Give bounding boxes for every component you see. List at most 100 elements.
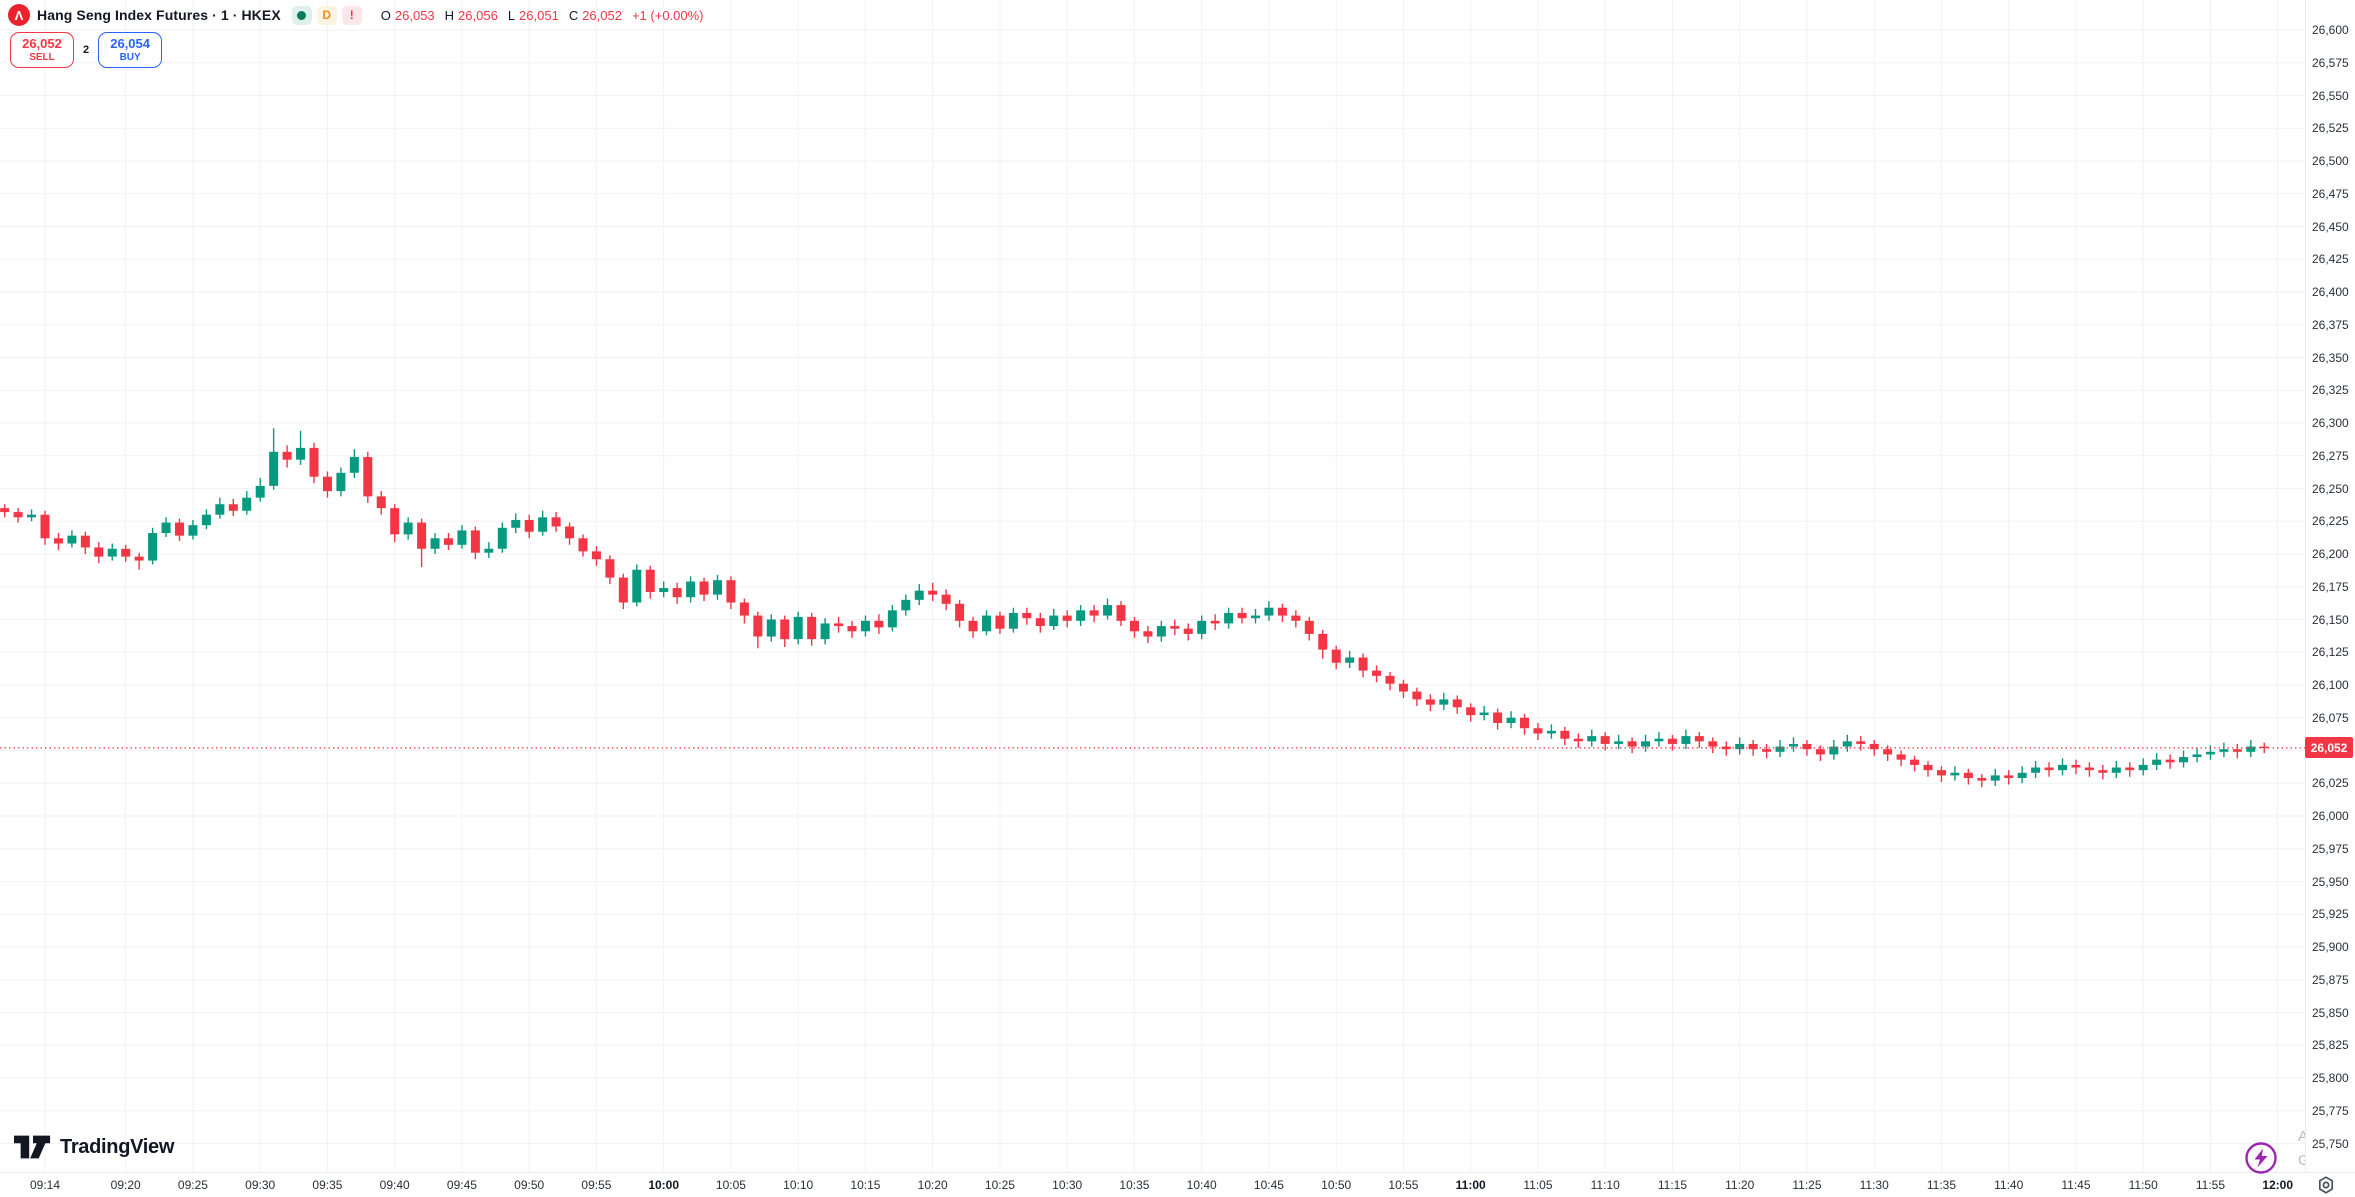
candle: [161, 522, 171, 534]
candle: [1667, 738, 1677, 744]
candle: [2058, 764, 2067, 771]
candle: [1869, 743, 1879, 750]
time-axis-label: 10:45: [1253, 1178, 1284, 1192]
price-axis-label: 26,075: [2312, 710, 2349, 725]
price-axis[interactable]: 26,600 26,575 26,550 26,525 26,500 26,475 26,4…: [2305, 0, 2355, 1172]
candle: [2192, 754, 2202, 758]
candle: [605, 559, 615, 578]
candle: [1520, 717, 1529, 729]
last-price-tag: 26,052: [2305, 737, 2353, 759]
candle: [1815, 749, 1825, 755]
time-axis-label: 09:30: [245, 1178, 276, 1192]
candle: [578, 538, 588, 552]
sell-price: 26,052: [22, 35, 62, 51]
candle: [941, 594, 951, 604]
ohlc-readout: O 26,053 H 26,056 L 26,051 C 26,052 +1 (…: [381, 8, 704, 23]
high-label: H: [444, 7, 455, 23]
delayed-data-icon[interactable]: D: [316, 5, 337, 25]
time-axis-label: 10:10: [783, 1178, 814, 1192]
candle: [1829, 746, 1839, 755]
price-axis-label: 25,975: [2312, 841, 2349, 856]
low-value: 26,051: [519, 7, 559, 23]
candle: [2017, 772, 2027, 779]
candle: [2138, 764, 2148, 771]
candle: [80, 535, 90, 548]
candle: [215, 504, 225, 515]
time-axis-label: 11:10: [1590, 1178, 1620, 1192]
market-open-status-icon[interactable]: [291, 5, 312, 25]
candle: [1842, 741, 1852, 747]
candle: [1694, 736, 1704, 742]
candle: [659, 588, 669, 592]
candle: [955, 603, 965, 621]
candle: [686, 581, 696, 598]
candle: [1493, 712, 1503, 723]
candle: [1614, 741, 1624, 744]
candle: [1143, 631, 1153, 637]
tradingview-logo-text: TradingView: [60, 1135, 175, 1158]
candle: [1345, 657, 1355, 663]
candle: [2044, 767, 2054, 771]
candle: [1735, 743, 1745, 750]
candle: [296, 447, 306, 460]
time-axis-label: 10:25: [984, 1178, 1015, 1192]
candle: [874, 620, 884, 628]
candle: [726, 580, 736, 603]
candle: [0, 508, 10, 513]
price-axis-label: 25,800: [2312, 1071, 2349, 1085]
candle: [739, 602, 749, 616]
candle: [269, 451, 279, 486]
close-label: C: [568, 7, 579, 23]
candle: [1264, 607, 1274, 616]
time-axis-label: 11:35: [1926, 1178, 1956, 1192]
candle: [1748, 743, 1758, 750]
symbol-logo-icon[interactable]: Λ: [8, 4, 30, 26]
candle: [1304, 620, 1314, 634]
candle: [2219, 749, 2229, 752]
time-axis[interactable]: 09:14 09:20 09:25 09:30 09:35 09:40 09:45 09:50…: [0, 1172, 2355, 1197]
lightning-icon[interactable]: [2243, 1140, 2279, 1176]
candle: [1129, 620, 1139, 632]
buy-button[interactable]: 26,054 BUY: [98, 32, 163, 68]
candle: [1506, 717, 1516, 723]
time-axis-label: 11:05: [1523, 1178, 1553, 1192]
time-axis-label: 09:20: [110, 1178, 141, 1192]
candle: [255, 485, 265, 498]
candle: [1318, 633, 1328, 650]
symbol-title[interactable]: Hang Seng Index Futures · 1 · HKEX: [37, 7, 281, 23]
axis-settings-gear-icon[interactable]: [2316, 1175, 2336, 1195]
candle: [1775, 746, 1785, 752]
candle: [2031, 767, 2041, 773]
data-alert-icon[interactable]: !: [341, 5, 362, 25]
price-axis-label: 25,775: [2312, 1103, 2349, 1118]
tradingview-logo[interactable]: TradingView: [14, 1134, 174, 1160]
candle: [699, 581, 709, 595]
sell-button[interactable]: 26,052 SELL: [10, 32, 74, 68]
time-axis-label: 11:40: [1994, 1178, 2024, 1192]
time-axis-label: 10:35: [1119, 1178, 1150, 1192]
time-axis-label: 09:35: [312, 1178, 343, 1192]
candle: [1035, 618, 1045, 627]
candle: [2111, 767, 2121, 773]
price-axis-label: 26,350: [2312, 350, 2349, 365]
trade-panel: 26,052 SELL 2 26,054 BUY: [10, 32, 704, 68]
time-axis-label: 09:40: [379, 1178, 410, 1192]
candle: [1533, 728, 1543, 734]
sell-label: SELL: [29, 52, 55, 64]
candle: [968, 620, 978, 632]
candle: [1210, 620, 1220, 624]
candle: [2004, 775, 2014, 779]
candle: [524, 519, 534, 532]
candle: [1183, 628, 1193, 634]
candle: [1560, 730, 1570, 739]
candle: [2205, 751, 2215, 755]
candle: [242, 497, 252, 511]
candle: [228, 504, 238, 511]
candle: [309, 447, 319, 477]
candle: [1156, 626, 1166, 637]
candle: [1721, 746, 1731, 750]
time-axis-label: 10:15: [850, 1178, 881, 1192]
candle: [1197, 620, 1207, 634]
candle: [766, 619, 776, 637]
